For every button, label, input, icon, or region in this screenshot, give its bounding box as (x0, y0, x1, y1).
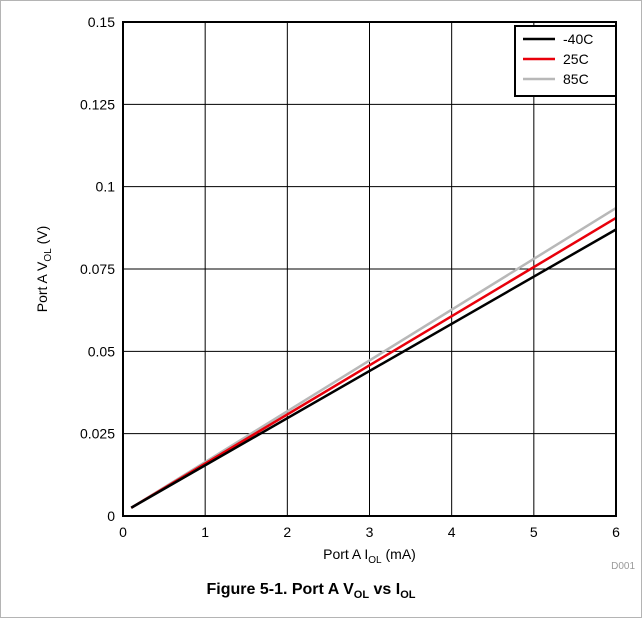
y-tick-label: 0 (107, 508, 115, 524)
legend-label: 85C (563, 71, 589, 87)
series-line-85C (130, 207, 617, 509)
y-tick-label: 0.125 (80, 96, 115, 112)
x-tick-label: 2 (283, 524, 291, 540)
x-tick-label: 1 (201, 524, 209, 540)
series-line--40C (130, 228, 617, 509)
y-tick-label: 0.15 (88, 14, 115, 30)
legend-label: 25C (563, 51, 589, 67)
legend-label: -40C (563, 31, 593, 47)
x-axis-title: Port A IOL (mA) (323, 546, 416, 566)
x-tick-label: 4 (448, 524, 456, 540)
y-axis-title: Port A VOL (V) (34, 226, 54, 313)
y-tick-label: 0.05 (88, 343, 115, 359)
y-tick-label: 0.1 (96, 179, 116, 195)
figure-tag: D001 (611, 561, 635, 572)
series-line-25C (130, 216, 617, 509)
figure-caption: Figure 5-1. Port A VOL vs IOL (206, 581, 416, 602)
y-tick-label: 0.075 (80, 261, 115, 277)
legend: -40C 25C 85C (514, 25, 617, 97)
legend-box (514, 25, 617, 97)
y-tick-label: 0.025 (80, 426, 115, 442)
x-tick-label: 3 (366, 524, 374, 540)
plot-border (122, 21, 617, 517)
x-tick-label: 0 (119, 524, 127, 540)
tick-labels: 0 1 2 3 4 5 6 0 0.025 0.05 0.075 0.1 0.125 0.15 (80, 14, 620, 540)
x-tick-label: 5 (530, 524, 538, 540)
x-tick-label: 6 (612, 524, 620, 540)
series-lines (130, 207, 617, 509)
